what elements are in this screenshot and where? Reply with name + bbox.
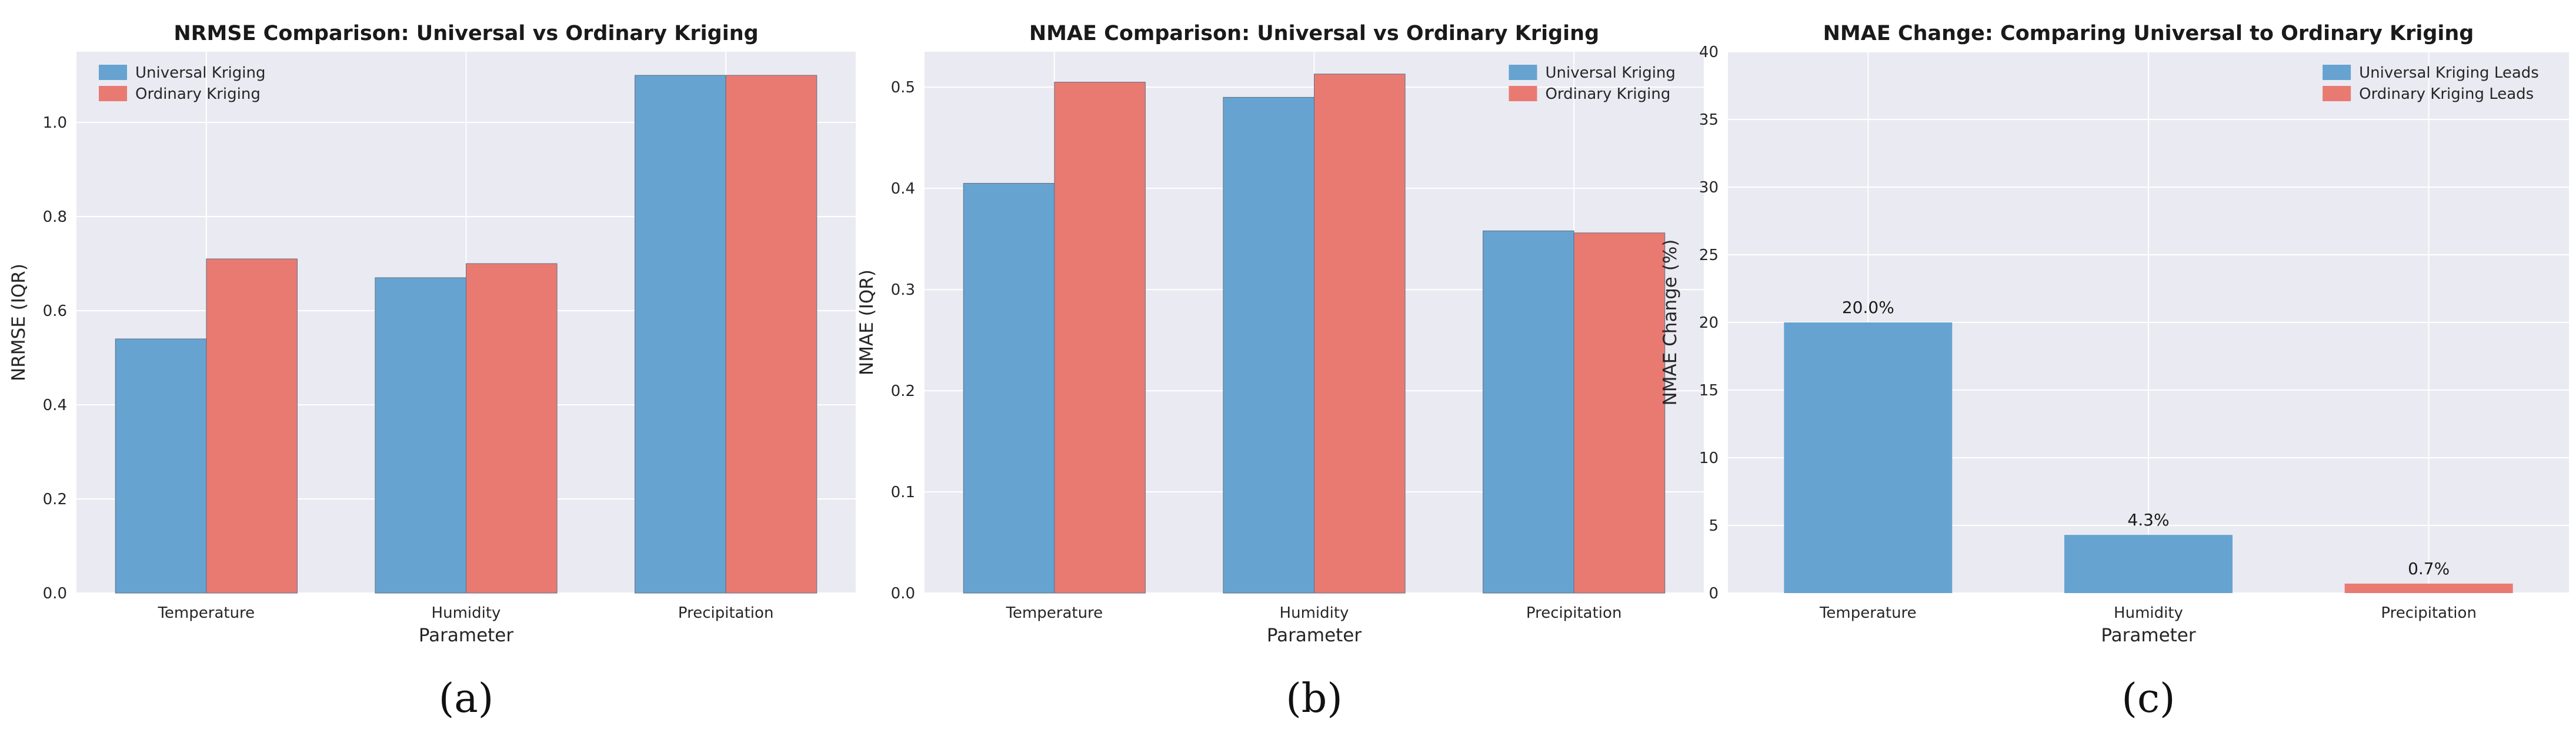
bar-ordinary-kriging-precipitation <box>1573 232 1666 594</box>
data-label-temperature: 20.0% <box>1842 298 1894 317</box>
x-tick-label: Humidity <box>2114 604 2183 622</box>
y-tick-label: 0.8 <box>43 208 67 226</box>
bar-ordinary-kriging-temperature <box>1054 82 1146 594</box>
y-tick-label: 0.5 <box>891 79 915 96</box>
bar-ordinary-kriging-precipitation <box>725 75 817 594</box>
y-axis-label: NMAE (IQR) <box>856 269 877 375</box>
y-tick-label: 0.0 <box>891 585 915 602</box>
legend: Universal Kriging Leads Ordinary Kriging … <box>2323 64 2539 103</box>
y-tick-label: 0.0 <box>43 585 67 602</box>
bar-ordinary-kriging-humidity <box>466 263 558 594</box>
bar-ordinary-kriging-humidity <box>1314 74 1406 594</box>
panel-b: 0.0 0.1 0.2 0.3 0.4 0.5 Temperature Humidity Pre… <box>856 22 1704 722</box>
legend: Universal Kriging Ordinary Kriging <box>1509 64 1676 103</box>
panel-caption: (b) <box>1286 675 1343 722</box>
chart-title: NMAE Change: Comparing Universal to Ordi… <box>1823 22 2474 45</box>
legend: Universal Kriging Ordinary Kriging <box>99 64 265 103</box>
x-tick-label: Precipitation <box>678 604 774 622</box>
bar-universal-kriging-humidity <box>1223 96 1315 594</box>
bar-temperature <box>1784 322 1953 593</box>
x-tick-label: Temperature <box>157 604 255 622</box>
bar-universal-kriging-humidity <box>375 277 467 594</box>
y-tick-label: 0.4 <box>43 397 67 414</box>
y-tick-label: 10 <box>1699 450 1719 467</box>
legend-swatch-universal-kriging <box>1509 65 1537 80</box>
y-tick-label: 20 <box>1699 314 1719 332</box>
legend-label: Universal Kriging <box>135 64 265 82</box>
legend-swatch-universal-kriging-leads <box>2323 65 2351 80</box>
chart-title: NRMSE Comparison: Universal vs Ordinary … <box>173 22 758 45</box>
y-tick-label: 1.0 <box>43 114 67 132</box>
y-tick-label: 40 <box>1699 44 1719 61</box>
bar-universal-kriging-temperature <box>963 183 1055 594</box>
panel-caption: (a) <box>439 675 494 722</box>
bar-ordinary-kriging-temperature <box>206 258 298 594</box>
chart-title: NMAE Comparison: Universal vs Ordinary K… <box>1029 22 1599 45</box>
panel-caption: (c) <box>2121 675 2175 722</box>
x-tick-label: Precipitation <box>2381 604 2477 622</box>
y-tick-label: 35 <box>1699 111 1719 129</box>
legend-swatch-ordinary-kriging <box>99 86 127 101</box>
legend-label: Ordinary Kriging Leads <box>2359 85 2534 103</box>
x-tick-label: Humidity <box>432 604 501 622</box>
x-tick-label: Precipitation <box>1526 604 1622 622</box>
data-label-humidity: 4.3% <box>2127 510 2169 530</box>
bar-precipitation <box>2344 583 2513 593</box>
legend-label: Ordinary Kriging <box>1545 85 1670 103</box>
y-tick-label: 0.6 <box>43 302 67 320</box>
y-tick-label: 0.3 <box>891 281 915 299</box>
data-label-precipitation: 0.7% <box>2408 559 2450 578</box>
y-tick-label: 0.4 <box>891 180 915 198</box>
y-tick-label: 0.2 <box>891 382 915 400</box>
bar-universal-kriging-temperature <box>115 338 207 594</box>
x-axis-label: Parameter <box>2101 625 2196 646</box>
legend-label: Ordinary Kriging <box>135 85 261 103</box>
y-axis-label: NMAE Change (%) <box>1660 239 1681 406</box>
legend-swatch-universal-kriging <box>99 65 127 80</box>
panel-a: 0.0 0.2 0.4 0.6 0.8 1.0 Temperature Humidity Pre… <box>8 22 856 722</box>
bar-universal-kriging-precipitation <box>635 75 726 594</box>
y-tick-label: 0.1 <box>891 484 915 501</box>
x-axis-label: Parameter <box>419 625 514 646</box>
x-tick-label: Temperature <box>1005 604 1103 622</box>
x-axis-label: Parameter <box>1267 625 1362 646</box>
legend-label: Universal Kriging Leads <box>2359 64 2539 82</box>
panel-c: 0 5 10 15 20 25 30 35 40 20.0% 4.3% 0.7% Temperature… <box>1660 22 2569 722</box>
legend-swatch-ordinary-kriging-leads <box>2323 86 2351 101</box>
y-axis-label: NRMSE (IQR) <box>8 264 29 381</box>
legend-label: Universal Kriging <box>1545 64 1675 82</box>
y-tick-label: 0.2 <box>43 491 67 508</box>
y-tick-label: 30 <box>1699 179 1719 197</box>
legend-swatch-ordinary-kriging <box>1509 86 1537 101</box>
bar-humidity <box>2064 535 2233 593</box>
y-tick-label: 5 <box>1709 517 1719 535</box>
y-tick-label: 0 <box>1709 585 1719 602</box>
x-tick-label: Temperature <box>1819 604 1917 622</box>
x-tick-label: Humidity <box>1280 604 1349 622</box>
bar-universal-kriging-precipitation <box>1483 230 1574 594</box>
y-tick-label: 15 <box>1699 382 1719 400</box>
y-tick-label: 25 <box>1699 247 1719 264</box>
